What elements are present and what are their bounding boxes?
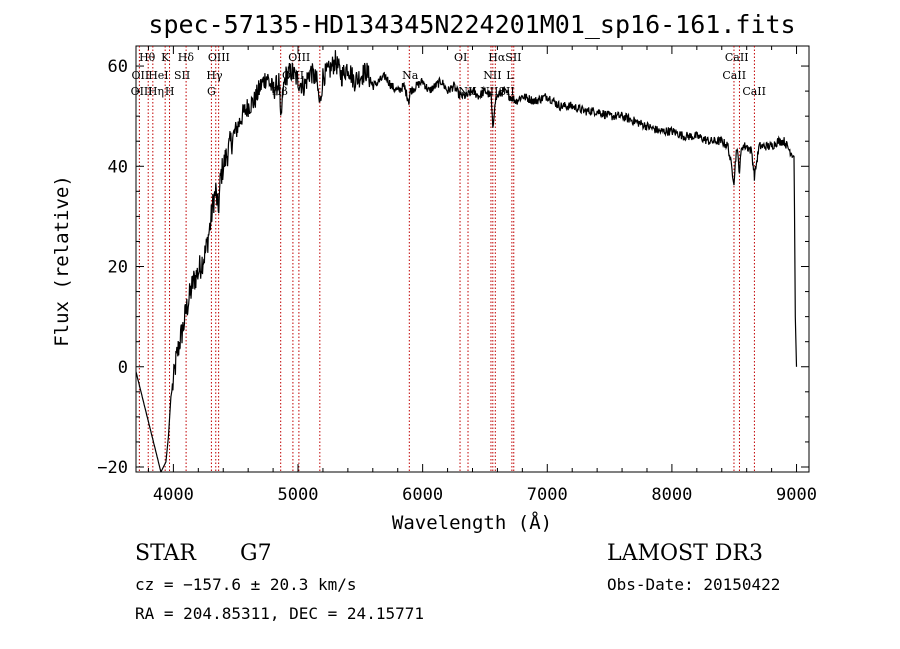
line-label-3: OIII	[208, 51, 230, 64]
chart-title: spec-57135-HD134345N224201M01_sp16-161.f…	[148, 10, 795, 39]
line-label-10: SII	[174, 69, 190, 82]
plot-frame	[135, 45, 810, 473]
line-label-16: CaII	[722, 69, 746, 82]
x-axis-label: Wavelength (Å)	[392, 511, 552, 534]
line-label-20: G	[207, 85, 216, 98]
line-label-1: K	[161, 51, 170, 64]
y-tick-label-0: −20	[97, 458, 128, 478]
redshift-velocity: cz = −157.6 ± 20.3 km/s	[135, 575, 357, 594]
y-tick-label-3: 40	[108, 157, 128, 177]
line-label-6: HαSII	[488, 51, 521, 64]
line-label-24: CaII	[742, 85, 766, 98]
x-tick-label-0: 4000	[153, 485, 194, 505]
line-label-19: H	[165, 85, 175, 98]
y-axis-label: Flux (relative)	[51, 175, 73, 347]
line-label-13: Na	[402, 69, 419, 82]
x-tick-label-5: 9000	[776, 485, 817, 505]
object-subclass: G7	[240, 541, 272, 566]
sky-coordinates: RA = 204.85311, DEC = 24.15771	[135, 604, 424, 623]
object-type: STAR	[135, 541, 197, 566]
line-label-4: OIII	[288, 51, 310, 64]
spectrum-line	[136, 50, 798, 472]
line-label-11: Hγ	[206, 69, 223, 82]
x-tick-label-4: 8000	[651, 485, 692, 505]
y-tick-label-1: 0	[118, 358, 128, 378]
spectral-line-markers	[138, 46, 755, 472]
y-tick-label-2: 20	[108, 258, 128, 278]
x-axis-ticks: 4000 5000 6000 7000 8000 9000	[147, 46, 817, 505]
line-label-0: Hθ	[139, 51, 156, 64]
y-axis-ticks: −20 0 20 40 60	[97, 57, 809, 478]
line-label-8: OII	[132, 69, 150, 82]
survey-name: LAMOST DR3	[607, 541, 763, 566]
line-label-7: CaII	[725, 51, 749, 64]
line-label-14: NII	[483, 69, 501, 82]
x-tick-label-1: 5000	[278, 485, 319, 505]
line-label-15: L	[506, 69, 514, 82]
line-label-18: Hη	[148, 85, 164, 98]
x-tick-label-2: 6000	[402, 485, 443, 505]
line-label-9: HeI	[148, 69, 168, 82]
x-tick-label-3: 7000	[527, 485, 568, 505]
line-label-5: OI	[454, 51, 467, 64]
line-label-2: Hδ	[178, 51, 195, 64]
y-tick-label-4: 60	[108, 57, 128, 77]
observation-date: Obs-Date: 20150422	[607, 575, 780, 594]
line-label-17: OIII	[131, 85, 153, 98]
